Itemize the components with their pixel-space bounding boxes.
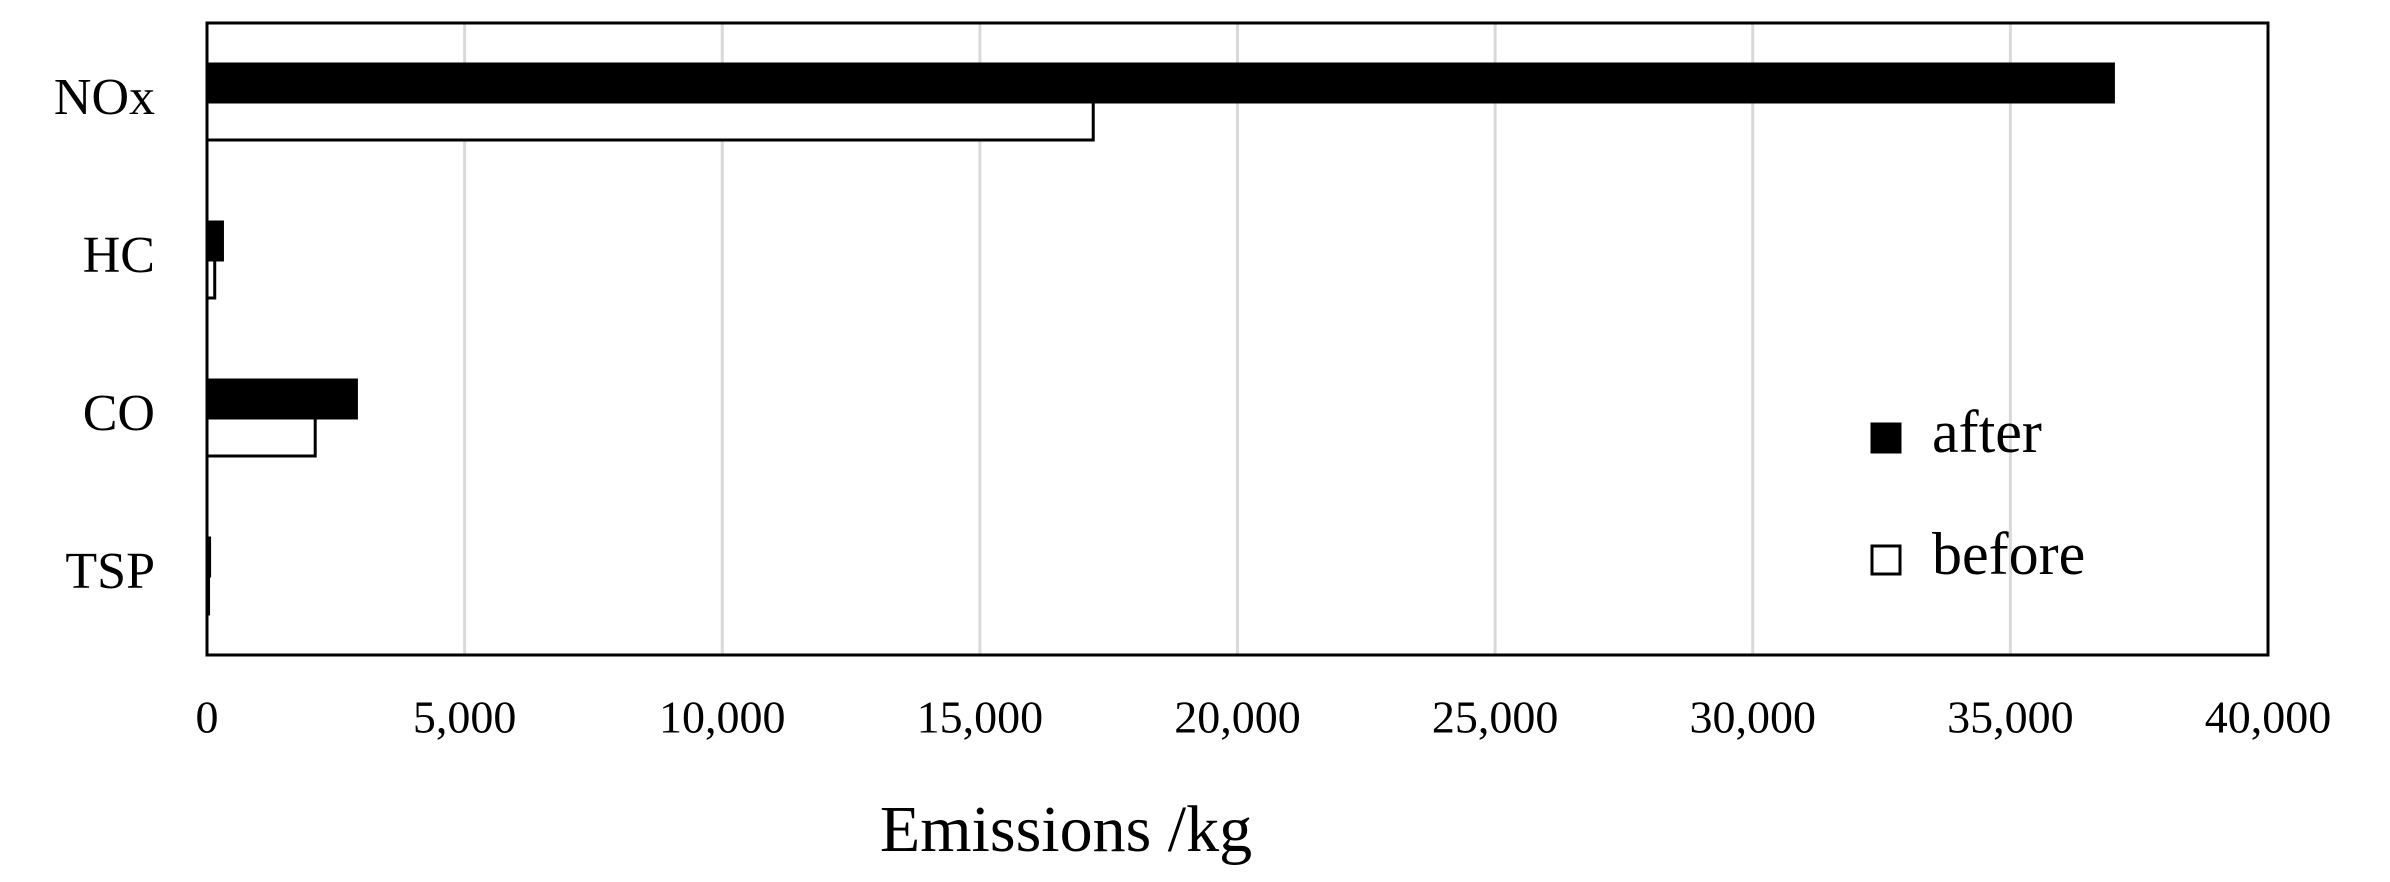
x-tick-label: 25,000 [1432,692,1559,743]
y-tick-label: CO [83,385,155,442]
y-tick-label: NOx [54,69,155,126]
legend-label: before [1932,521,2085,587]
legend-label: after [1932,399,2042,465]
bar [205,220,224,262]
x-tick-label: 15,000 [917,692,1044,743]
bar [205,416,317,458]
bar [205,378,358,420]
x-tick-label: 40,000 [2205,692,2332,743]
x-axis-title: Emissions /kg [880,793,1252,866]
legend-swatch [1870,544,1902,576]
y-tick-label: TSP [65,543,155,600]
bar [205,100,1095,142]
bar [205,62,2115,104]
x-tick-label: 5,000 [413,692,517,743]
y-tick-label: HC [83,227,155,284]
x-tick-label: 35,000 [1947,692,2074,743]
x-tick-label: 20,000 [1174,692,1301,743]
legend-swatch [1870,422,1902,454]
x-tick-label: 10,000 [659,692,786,743]
x-tick-label: 0 [196,692,219,743]
x-tick-label: 30,000 [1690,692,1817,743]
